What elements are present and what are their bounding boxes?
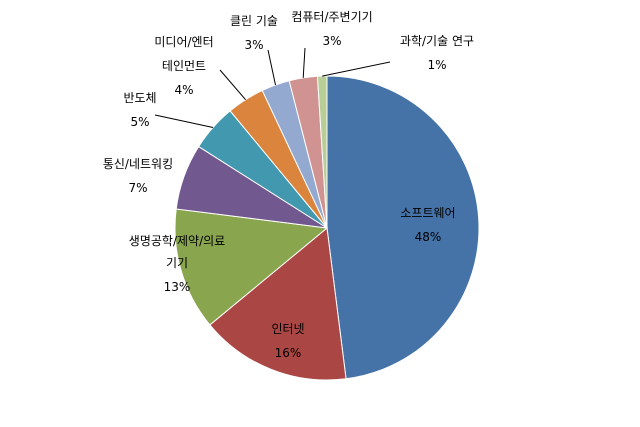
label-telecom-name: 통신/네트워킹 [103,157,173,171]
label-semiconductor-name: 반도체 [123,91,156,105]
label-internet-name: 인터넷 [271,322,304,336]
leader-line-5 [219,69,246,101]
leader-line-4 [154,114,214,128]
pie-slice-1 [209,227,347,381]
label-software-pct: 48% [415,230,442,244]
label-cleantech-pct: 3% [244,38,263,52]
label-science-name: 과학/기술 연구 [400,34,474,48]
pie-slice-2 [174,208,329,326]
label-software-name: 소프트웨어 [400,206,455,220]
label-biotech-name-line2: 기기 [166,256,188,270]
pie-slices [174,75,480,381]
leader-line-6 [267,49,276,86]
label-biotech-pct: 13% [164,280,191,294]
pie-slice-0 [326,75,480,380]
leader-lines [154,47,391,128]
label-media-pct: 4% [174,83,193,97]
label-semiconductor-pct: 5% [130,115,149,129]
leader-line-7 [302,47,306,78]
label-media-name-line2: 테인먼트 [162,59,206,73]
label-science-pct: 1% [427,58,446,72]
label-computer-name: 컴퓨터/주변기기 [291,10,372,24]
label-computer-pct: 3% [322,34,341,48]
label-telecom-pct: 7% [128,181,147,195]
leader-line-8 [322,61,391,77]
label-media-name-line1: 미디어/엔터 [154,35,213,49]
label-internet-pct: 16% [275,346,302,360]
label-biotech-name-line1: 생명공학/제약/의료 [129,233,225,248]
label-cleantech-name: 클린 기술 [230,14,278,28]
